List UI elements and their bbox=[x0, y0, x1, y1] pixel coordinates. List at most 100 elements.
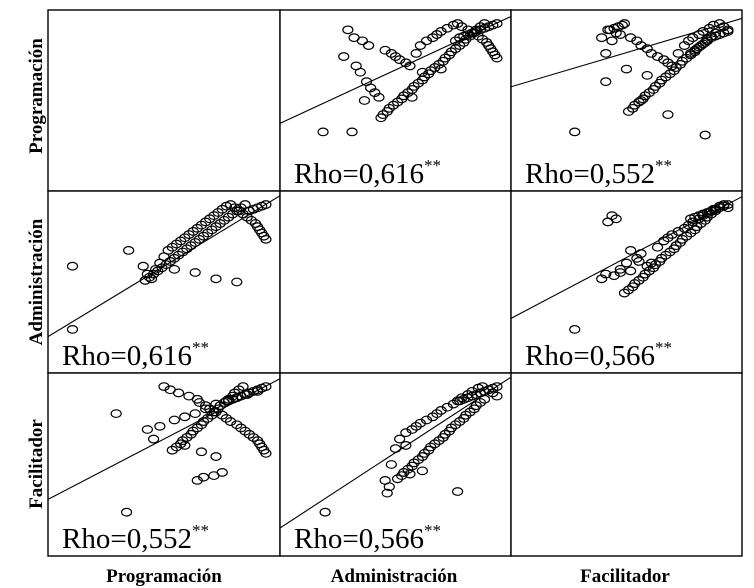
scatter-point bbox=[222, 396, 235, 406]
scatter-point bbox=[685, 49, 697, 58]
scatter-point bbox=[614, 264, 626, 274]
scatter-point bbox=[210, 452, 222, 461]
scatter-point bbox=[569, 325, 581, 334]
scatter-point bbox=[660, 72, 672, 82]
scatter-point bbox=[449, 36, 462, 46]
scatter-point bbox=[647, 85, 660, 94]
scatter-point bbox=[154, 421, 166, 431]
scatter-point bbox=[410, 49, 422, 58]
scatter-point bbox=[641, 70, 653, 80]
scatter-point bbox=[208, 211, 220, 221]
rho-annotation: Rho=0,552** bbox=[62, 521, 209, 555]
scatter-point bbox=[427, 33, 439, 43]
col-label-facilitador: Facilitador bbox=[580, 566, 670, 587]
scatter-point bbox=[431, 30, 443, 39]
scatter-point bbox=[404, 469, 416, 479]
scatter-point bbox=[183, 230, 195, 240]
scatter-point bbox=[202, 228, 214, 238]
scatter-point bbox=[678, 41, 691, 50]
scatter-point bbox=[179, 412, 191, 422]
scatter-point bbox=[179, 233, 191, 243]
scatter-point bbox=[197, 231, 210, 241]
scatter-point bbox=[458, 38, 470, 47]
scatter-point bbox=[362, 41, 375, 50]
scatter-point bbox=[697, 39, 709, 49]
scatter-point bbox=[452, 487, 464, 496]
scatter-point bbox=[491, 391, 503, 401]
scatter-point bbox=[160, 260, 172, 270]
scatter-point bbox=[227, 209, 239, 219]
scatter-point bbox=[260, 448, 272, 458]
scatter-point bbox=[210, 222, 222, 232]
scatter-point bbox=[389, 52, 402, 61]
scatter-point bbox=[346, 127, 358, 137]
scatter-point bbox=[400, 58, 412, 68]
scatter-point bbox=[614, 268, 626, 277]
scatter-point bbox=[600, 49, 612, 58]
scatter-point bbox=[452, 19, 464, 28]
scatter-point bbox=[622, 107, 635, 116]
scatter-point bbox=[387, 100, 400, 110]
scatter-point bbox=[596, 274, 608, 284]
scatter-point bbox=[651, 242, 664, 252]
scatter-point bbox=[705, 33, 717, 43]
scatter-point bbox=[187, 227, 199, 236]
scatter-point bbox=[662, 233, 674, 243]
scatter-point bbox=[375, 113, 387, 123]
scatter-point bbox=[391, 474, 404, 484]
scatter-point bbox=[672, 49, 684, 58]
rho-annotation: Rho=0,616** bbox=[62, 338, 209, 372]
scatter-point bbox=[168, 264, 180, 274]
scatter-point bbox=[701, 36, 713, 46]
rho-annotation: Rho=0,566** bbox=[525, 338, 672, 372]
scatter-point bbox=[120, 507, 133, 517]
scatter-point bbox=[356, 36, 368, 46]
scatter-point bbox=[714, 19, 726, 28]
scatter-point bbox=[358, 96, 371, 105]
scatter-point bbox=[260, 234, 272, 244]
scatter-point bbox=[243, 206, 255, 216]
scatter-point bbox=[195, 447, 208, 457]
scatter-point bbox=[658, 55, 670, 65]
scatter-point bbox=[627, 103, 639, 113]
scatter-panel-r0-c1: Rho=0,616** bbox=[280, 15, 511, 190]
significance-marker: ** bbox=[655, 156, 672, 175]
scatter-point bbox=[400, 441, 412, 450]
scatter-point bbox=[406, 92, 418, 102]
scatter-point bbox=[168, 415, 180, 425]
scatter-point bbox=[412, 78, 424, 88]
scatter-point bbox=[693, 42, 705, 52]
scatter-point bbox=[385, 49, 397, 58]
scatter-point bbox=[224, 200, 237, 209]
scatter-point bbox=[647, 263, 660, 273]
scatter-point bbox=[606, 36, 618, 46]
scatter-point bbox=[660, 250, 672, 260]
scatter-point bbox=[175, 236, 187, 246]
scatter-point bbox=[354, 67, 366, 77]
scatter-point bbox=[718, 22, 730, 32]
scatter-point bbox=[181, 244, 193, 254]
row-label-programacion: Programación bbox=[26, 38, 47, 154]
scatter-point bbox=[166, 242, 178, 252]
scatter-point bbox=[342, 25, 354, 35]
scatter-point bbox=[618, 288, 631, 298]
scatter-panel-r0-c2: Rho=0,552** bbox=[511, 17, 742, 190]
scatter-point bbox=[148, 269, 160, 279]
scatter-point bbox=[604, 25, 616, 35]
scatter-point bbox=[317, 127, 329, 137]
scatter-point bbox=[172, 250, 185, 260]
scatter-point bbox=[177, 247, 189, 257]
scatter-point bbox=[210, 274, 222, 284]
scatter-point bbox=[600, 77, 612, 87]
matrix-cell-r0-c0 bbox=[47, 9, 281, 192]
scatter-point bbox=[319, 507, 331, 517]
scatter-point bbox=[416, 466, 429, 476]
scatter-point bbox=[454, 33, 466, 43]
scatter-point bbox=[674, 238, 686, 247]
scatter-point bbox=[204, 214, 216, 224]
scatter-point bbox=[454, 396, 466, 406]
scatter-point bbox=[699, 130, 711, 140]
scatter-point bbox=[668, 244, 680, 254]
scatter-point bbox=[189, 409, 201, 419]
scatter-point bbox=[179, 441, 191, 450]
